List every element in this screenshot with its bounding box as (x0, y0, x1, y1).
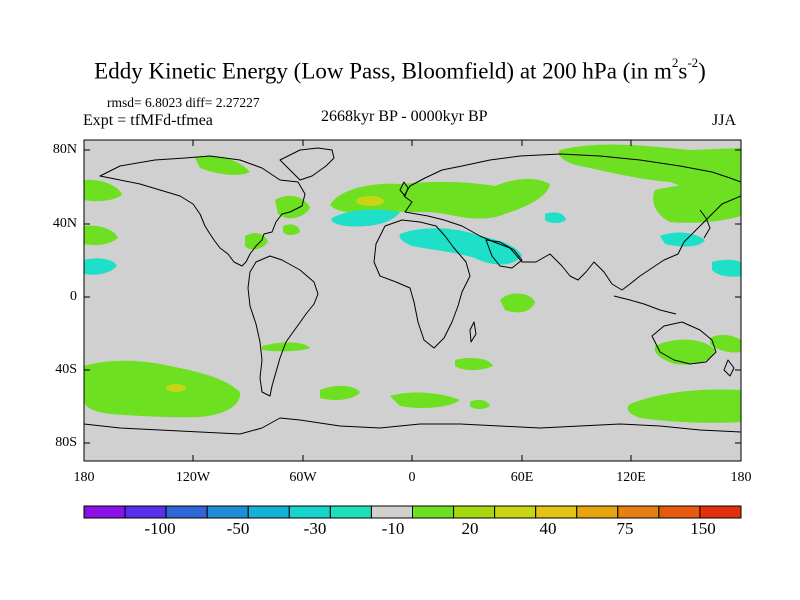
lon-label-180-right: 180 (730, 470, 752, 485)
anomaly-region-southern-africa (455, 358, 493, 371)
strong-positive-spots (166, 196, 384, 392)
colorbar-swatch (83, 505, 126, 519)
anomaly-region-central-asia (545, 212, 566, 223)
plot-title: Eddy Kinetic Energy (Low Pass, Bloomfiel… (94, 55, 706, 84)
anomaly-region-southern-ocean-east (627, 389, 741, 423)
anomaly-region-arctic-canada (195, 155, 250, 175)
coastline-australia (651, 321, 717, 365)
colorbar (83, 505, 742, 519)
colorbar-swatch (617, 505, 660, 519)
coastline-antarctica (84, 417, 741, 435)
axis-ticks (84, 140, 741, 461)
anomaly-region-australia (654, 339, 715, 365)
anomaly-region-indian-ocean (500, 293, 535, 313)
colorbar-label: -50 (226, 519, 250, 538)
coastline-arabia (485, 239, 523, 269)
anomaly-region-west-pacific-tropics (712, 259, 741, 277)
experiment-label: Expt = tfMFd-tfmea (83, 112, 213, 129)
colorbar-swatch (288, 505, 331, 519)
anomaly-region-northwest-pacific (653, 182, 741, 223)
colorbar-swatch (494, 505, 537, 519)
colorbar-swatch (370, 505, 414, 519)
colorbar-label: 20 (461, 519, 479, 538)
colorbar-swatch (329, 505, 372, 519)
colorbar-swatch (206, 505, 249, 519)
lon-label-120e: 120E (616, 470, 646, 485)
coastline-uk (399, 181, 409, 197)
coastline-south-america (247, 255, 319, 397)
coastline-japan (699, 209, 711, 239)
colorbar-swatch (535, 505, 578, 519)
colorbar-label: 75 (616, 519, 634, 538)
season-label: JJA (712, 112, 737, 129)
colorbar-swatch (453, 505, 496, 519)
anomaly-spot-southern-ocean (166, 384, 186, 392)
colorbar-label: -30 (303, 519, 327, 538)
lat-label-80n: 80N (52, 142, 77, 157)
anomaly-region-east-pacific (84, 258, 117, 275)
anomaly-region-northeast-america (275, 195, 310, 219)
anomaly-region-north-pacific (84, 225, 118, 246)
colorbar-swatch (412, 505, 455, 519)
lon-label-60e: 60E (510, 470, 534, 485)
anomaly-region-south-atlantic (262, 342, 310, 352)
coastline-africa (373, 219, 471, 349)
coastline-indonesia (613, 295, 677, 315)
colorbar-label: 40 (539, 519, 557, 538)
coastline-eurasia (403, 153, 741, 291)
colorbar-swatch (576, 505, 619, 519)
coastline-madagascar (469, 321, 477, 343)
positive-anomaly-regions (84, 144, 741, 423)
lat-label-40s: 40S (55, 362, 77, 377)
colorbar-label: 150 (690, 519, 716, 538)
anomaly-region-mid-atlantic (331, 209, 400, 227)
lat-label-40n: 40N (52, 216, 77, 231)
lon-label-0: 0 (408, 470, 416, 485)
colorbar-label: -10 (381, 519, 405, 538)
anomaly-region-southwest-pacific (710, 334, 741, 353)
anomaly-region-southern-ocean-south-atlantic (390, 392, 460, 408)
lat-label-80s: 80S (55, 435, 77, 450)
lon-label-60w: 60W (289, 470, 317, 485)
colorbar-label: -100 (144, 519, 176, 538)
colorbar-swatch (124, 505, 167, 519)
colorbar-swatch (247, 505, 290, 519)
anomaly-region-southern-ocean-west (84, 360, 241, 418)
colorbar-swatch (165, 505, 208, 519)
anomaly-region-central-america (283, 224, 300, 235)
colorbar-swatch (658, 505, 701, 519)
coastline-north-america (99, 155, 306, 267)
coastline-new-zealand (723, 359, 735, 377)
rmsd-diff-stats: rmsd= 6.8023 diff= 2.27227 (107, 95, 260, 110)
anomaly-spot-north-atlantic (356, 196, 384, 206)
anomaly-region-west-pacific-north (84, 179, 122, 202)
anomaly-region-north-atlantic (330, 178, 550, 219)
colorbar-swatch (699, 505, 742, 519)
lat-label-0: 0 (70, 289, 77, 304)
period-label: 2668kyr BP - 0000kyr BP (321, 108, 488, 125)
lon-label-120w: 120W (175, 470, 211, 485)
lon-label-180-left: 180 (73, 470, 95, 485)
anomaly-region-east-asia (660, 232, 705, 247)
anomaly-region-southern-ocean-indian (470, 399, 490, 409)
coastlines (84, 147, 741, 435)
anomaly-region-southern-ocean-drake (320, 385, 360, 400)
anomaly-region-caribbean (245, 233, 268, 250)
coastline-greenland (279, 147, 335, 181)
